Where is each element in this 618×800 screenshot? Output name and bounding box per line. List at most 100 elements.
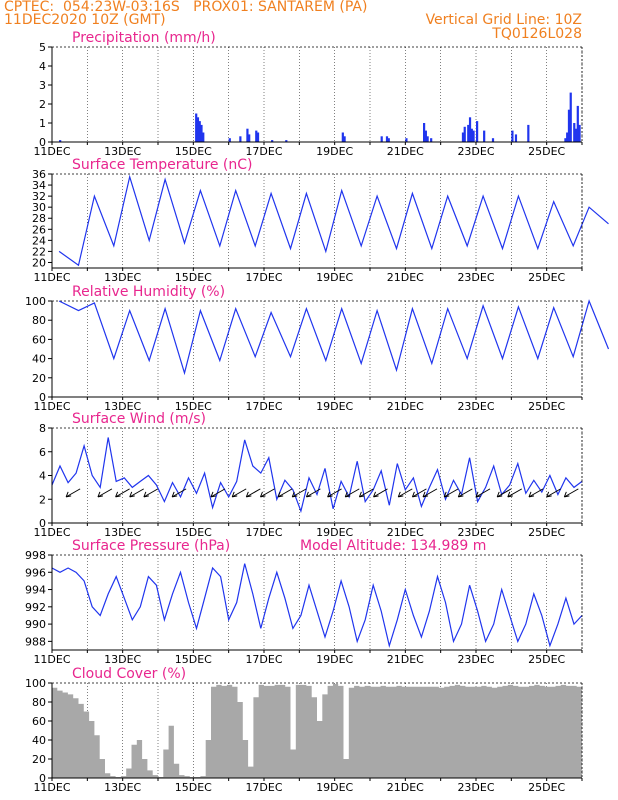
precip-bar xyxy=(255,130,258,142)
precip-bar xyxy=(424,130,427,142)
precip-bar xyxy=(256,132,260,142)
precip-bar xyxy=(576,105,579,142)
y-tick-label: 80 xyxy=(32,314,46,327)
wind-arrow xyxy=(345,488,360,498)
precip-bar xyxy=(248,134,251,142)
x-tick-label: 21DEC xyxy=(387,781,424,794)
wind-arrow-head xyxy=(210,491,217,498)
y-tick-label: 4 xyxy=(39,60,46,73)
y-tick-label: 22 xyxy=(32,245,46,258)
x-tick-label: 15DEC xyxy=(175,145,212,158)
series-line xyxy=(58,299,610,376)
y-tick-label: 26 xyxy=(32,223,46,236)
y-tick-label: 0 xyxy=(39,517,46,530)
precip-bar xyxy=(569,92,572,142)
wind-arrow-head xyxy=(65,491,72,498)
x-tick-label: 15DEC xyxy=(175,400,212,413)
x-tick-label: 25DEC xyxy=(528,526,565,539)
precip-bar xyxy=(285,140,288,142)
precip-bar xyxy=(463,126,466,142)
precip-bar xyxy=(271,140,274,142)
precip-bar xyxy=(578,124,581,142)
wind-arrow xyxy=(97,488,113,498)
wind-arrow-head xyxy=(563,491,570,498)
precip-bar xyxy=(564,138,567,142)
y-tick-label: 988 xyxy=(25,635,46,648)
x-tick-label: 23DEC xyxy=(457,145,494,158)
precip-bar xyxy=(405,138,408,142)
cloud-area xyxy=(52,684,582,778)
x-tick-label: 13DEC xyxy=(104,145,141,158)
series-line xyxy=(51,563,583,648)
wind-arrow xyxy=(210,488,226,498)
precip-bar xyxy=(567,109,571,142)
x-tick-label: 19DEC xyxy=(316,271,353,284)
precip-bar xyxy=(472,130,475,142)
y-tick-label: 80 xyxy=(32,696,46,709)
precip-bar xyxy=(566,132,569,142)
x-tick-label: 25DEC xyxy=(528,781,565,794)
y-tick-label: 20 xyxy=(32,372,46,385)
x-tick-label: 13DEC xyxy=(104,653,141,666)
wind-arrow xyxy=(260,488,275,498)
series-line xyxy=(58,174,609,267)
y-tick-label: 4 xyxy=(39,470,46,483)
wind-arrow xyxy=(507,488,523,498)
wind-speed-line xyxy=(51,437,583,514)
y-tick-label: 40 xyxy=(32,353,46,366)
wind-arrow xyxy=(564,488,579,498)
wind-arrow xyxy=(458,488,473,498)
x-tick-label: 17DEC xyxy=(245,781,282,794)
wind-arrow-head xyxy=(97,491,104,498)
precip-bar xyxy=(467,124,470,142)
wind-arrow xyxy=(359,488,374,498)
x-tick-label: 23DEC xyxy=(457,526,494,539)
x-tick-label: 23DEC xyxy=(457,781,494,794)
y-tick-label: 60 xyxy=(32,715,46,728)
precip-bar xyxy=(470,128,473,142)
header-location: CPTEC: 054:23W-03:16S PROX01: SANTAREM (… xyxy=(4,0,368,15)
wind-arrow xyxy=(246,488,261,498)
x-tick-label: 21DEC xyxy=(387,145,424,158)
y-tick-label: 20 xyxy=(32,256,46,269)
precip-bar xyxy=(491,138,495,142)
x-tick-label: 21DEC xyxy=(387,271,424,284)
x-tick-label: 19DEC xyxy=(316,653,353,666)
y-tick-label: 0 xyxy=(39,136,46,149)
x-tick-label: 23DEC xyxy=(457,271,494,284)
header-grid-note: Vertical Grid Line: 10Z xyxy=(425,12,582,28)
wind-arrow-head xyxy=(373,491,379,498)
wind-arrow-head xyxy=(457,491,464,498)
precip-bar xyxy=(195,113,198,142)
y-tick-label: 40 xyxy=(32,734,46,747)
x-tick-label: 25DEC xyxy=(528,145,565,158)
precip-bar xyxy=(202,132,205,142)
wind-arrow-head xyxy=(443,491,450,498)
wind-arrow xyxy=(422,488,438,498)
panel-title: Precipitation (mm/h) xyxy=(72,30,216,46)
wind-arrow xyxy=(231,488,247,498)
precip-bar xyxy=(527,124,530,142)
x-tick-label: 11DEC xyxy=(33,526,70,539)
x-tick-label: 23DEC xyxy=(457,653,494,666)
x-tick-label: 15DEC xyxy=(175,526,212,539)
y-tick-label: 30 xyxy=(32,201,46,214)
x-tick-label: 25DEC xyxy=(528,400,565,413)
y-tick-label: 36 xyxy=(32,168,46,181)
wind-arrow-head xyxy=(277,491,284,498)
wind-arrow xyxy=(475,488,491,498)
x-tick-label: 25DEC xyxy=(528,653,565,666)
panel-0: 0 1 2 3 4 5 11DEC 13DEC 15DEC 17DEC 19DEC 21DEC 23DE… xyxy=(33,30,583,158)
x-tick-label: 13DEC xyxy=(104,781,141,794)
wind-arrow xyxy=(443,488,459,498)
wind-arrow xyxy=(171,488,187,498)
precip-bar xyxy=(430,138,433,142)
y-tick-label: 6 xyxy=(39,446,46,459)
x-tick-label: 19DEC xyxy=(316,526,353,539)
wind-arrow xyxy=(115,488,130,498)
x-tick-label: 11DEC xyxy=(33,781,70,794)
wind-arrow-head xyxy=(129,491,135,498)
precip-bar xyxy=(200,124,203,142)
precip-bar xyxy=(511,130,514,142)
